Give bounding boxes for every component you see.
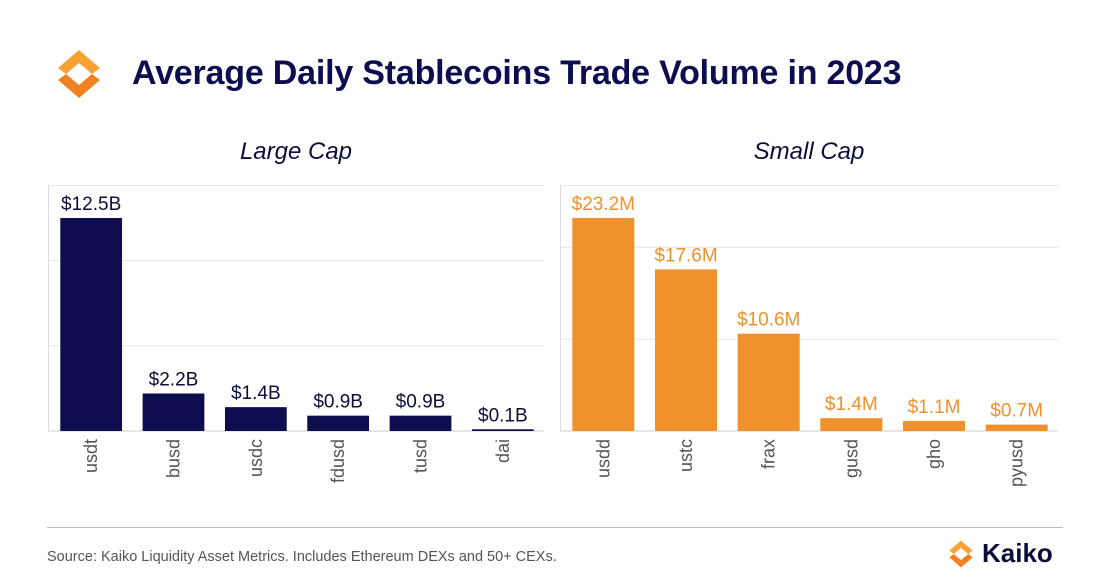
brand-name: Kaiko [982, 538, 1053, 568]
bar-ustc [655, 269, 717, 431]
kaiko-logo-icon [58, 50, 100, 98]
category-label: gho [924, 439, 944, 469]
bar-value-label: $17.6M [654, 245, 717, 266]
kaiko-logo-icon [949, 540, 973, 568]
bar-busd [142, 393, 205, 431]
footer-brand: Kaiko [946, 536, 1076, 572]
bar-fdusd [307, 415, 370, 431]
category-label: tusd [411, 439, 431, 473]
small-cap-title: Small Cap [753, 138, 865, 165]
category-label: busd [164, 439, 184, 478]
category-label: ustc [676, 439, 696, 472]
large-cap-chart: $12.5B usdt $2.2B busd $1.4B usdc $0.9B fdusd $0… [48, 185, 544, 483]
bar-value-label: $12.5B [61, 194, 121, 215]
bar-frax [737, 333, 800, 431]
category-label: fdusd [328, 439, 348, 483]
bar-value-label: $1.4B [231, 383, 281, 404]
bar-value-label: $0.9B [313, 392, 363, 413]
bar-pyusd [985, 424, 1048, 431]
bar-value-label: $1.1M [908, 397, 961, 418]
bar-value-label: $0.9B [396, 392, 446, 413]
bar-value-label: $0.1B [478, 405, 528, 426]
header: Average Daily Stablecoins Trade Volume i… [52, 44, 1052, 106]
category-label: usdd [593, 439, 613, 478]
bar-gho [903, 420, 965, 431]
small-cap-chart: $23.2M usdd $17.6M ustc $10.6M frax $1.4M gusd $… [560, 185, 1058, 487]
bar-usdc [224, 407, 287, 431]
category-label: usdc [246, 439, 266, 477]
footer-divider [47, 527, 1063, 528]
bar-value-label: $0.7M [990, 401, 1043, 422]
category-label: pyusd [1007, 439, 1027, 487]
bar-value-label: $10.6M [737, 310, 800, 331]
large-cap-title: Large Cap [239, 138, 353, 165]
bar-gusd [820, 418, 883, 431]
bar-value-label: $2.2B [149, 370, 199, 391]
bar-dai [471, 429, 534, 431]
page-title: Average Daily Stablecoins Trade Volume i… [132, 54, 902, 92]
source-note: Source: Kaiko Liquidity Asset Metrics. I… [47, 549, 557, 565]
bar-value-label: $23.2M [572, 194, 635, 215]
bar-usdt [60, 218, 123, 431]
bar-usdd [572, 218, 635, 431]
category-label: gusd [841, 439, 861, 478]
bar-tusd [389, 415, 452, 431]
category-label: dai [493, 439, 513, 463]
category-label: usdt [81, 439, 101, 473]
category-label: frax [759, 439, 779, 469]
bar-value-label: $1.4M [825, 394, 878, 415]
